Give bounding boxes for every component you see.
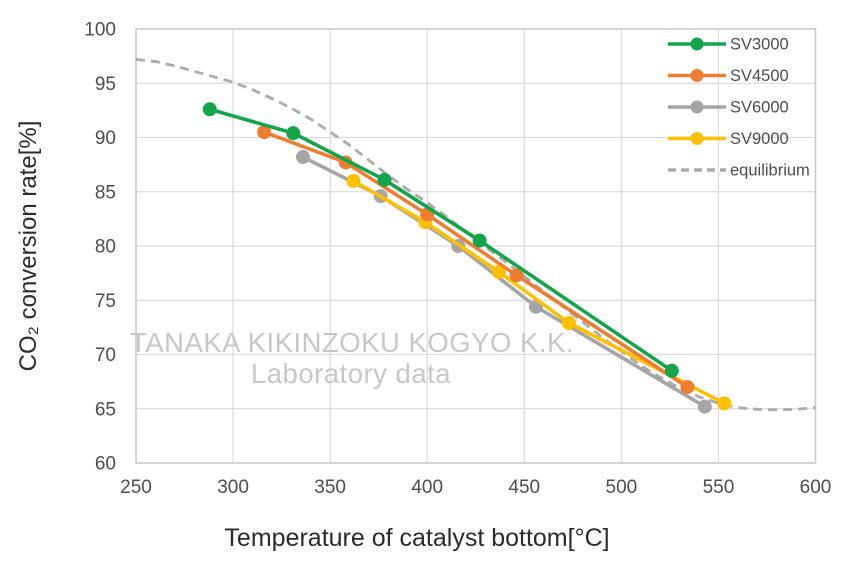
- legend-label: SV4500: [730, 67, 789, 85]
- x-tick-label: 400: [411, 477, 443, 498]
- plot-border-rect: [135, 28, 817, 464]
- x-tick-label: 600: [800, 477, 832, 498]
- legend-marker: [690, 37, 704, 51]
- y-tick-label: 90: [95, 128, 116, 149]
- data-point-SV3000: [664, 363, 679, 378]
- data-point-SV4500: [257, 125, 272, 140]
- data-point-SV9000: [346, 173, 361, 188]
- data-point-SV3000: [377, 172, 392, 187]
- legend-marker: [690, 69, 704, 82]
- legend-label: SV3000: [730, 36, 789, 54]
- legend: SV3000 SV4500 SV6000 SV9000 equilibrium: [668, 36, 810, 180]
- y-tick-label: 80: [95, 237, 116, 258]
- legend-marker: [690, 132, 704, 145]
- legend-item-SV6000: SV6000: [668, 99, 789, 117]
- data-point-SV9000: [717, 396, 732, 411]
- data-point-SV4500: [680, 380, 695, 395]
- x-tick-labels: 250 300 350 400 450 500 550 600: [120, 477, 831, 498]
- y-tick-label: 95: [95, 74, 116, 95]
- x-tick-label: 500: [606, 477, 638, 498]
- legend-item-SV4500: SV4500: [668, 67, 789, 85]
- y-axis-title: CO₂ conversion rate[%]: [15, 121, 42, 372]
- x-tick-label: 550: [703, 477, 735, 498]
- watermark: TANAKA KIKINZOKU KOGYO K.K. Laboratory d…: [130, 327, 574, 389]
- x-tick-label: 300: [217, 477, 249, 498]
- y-tick-label: 100: [84, 20, 116, 41]
- x-tick-label: 250: [120, 477, 152, 498]
- data-point-SV6000: [697, 399, 712, 414]
- plot-border: [135, 28, 817, 464]
- data-point-SV9000: [492, 265, 507, 280]
- y-tick-labels: 100 95 90 85 80 75 70 65 60: [84, 20, 116, 475]
- legend-item-equilibrium: equilibrium: [668, 162, 810, 180]
- data-point-SV3000: [286, 126, 301, 141]
- legend-label: equilibrium: [730, 162, 810, 180]
- data-point-SV9000: [561, 316, 576, 331]
- data-point-SV3000: [202, 102, 217, 117]
- legend-label: SV6000: [730, 99, 789, 117]
- data-point-SV4500: [509, 268, 524, 283]
- watermark-line-2: Laboratory data: [251, 358, 451, 389]
- legend-label: SV9000: [730, 130, 789, 148]
- x-axis-title: Temperature of catalyst bottom[°C]: [224, 524, 609, 552]
- x-tick-label: 450: [508, 477, 540, 498]
- x-tick-label: 350: [314, 477, 346, 498]
- data-point-SV3000: [472, 233, 487, 248]
- data-point-SV6000: [295, 150, 310, 165]
- legend-marker: [690, 100, 704, 114]
- y-tick-label: 75: [95, 291, 116, 312]
- series-layer: [135, 57, 816, 414]
- y-tick-label: 60: [95, 454, 116, 475]
- y-tick-label: 85: [95, 182, 116, 203]
- legend-item-SV9000: SV9000: [668, 130, 789, 148]
- y-tick-label: 65: [95, 399, 116, 420]
- watermark-line-1: TANAKA KIKINZOKU KOGYO K.K.: [130, 327, 574, 358]
- y-tick-label: 70: [95, 345, 116, 366]
- legend-item-SV3000: SV3000: [668, 36, 789, 54]
